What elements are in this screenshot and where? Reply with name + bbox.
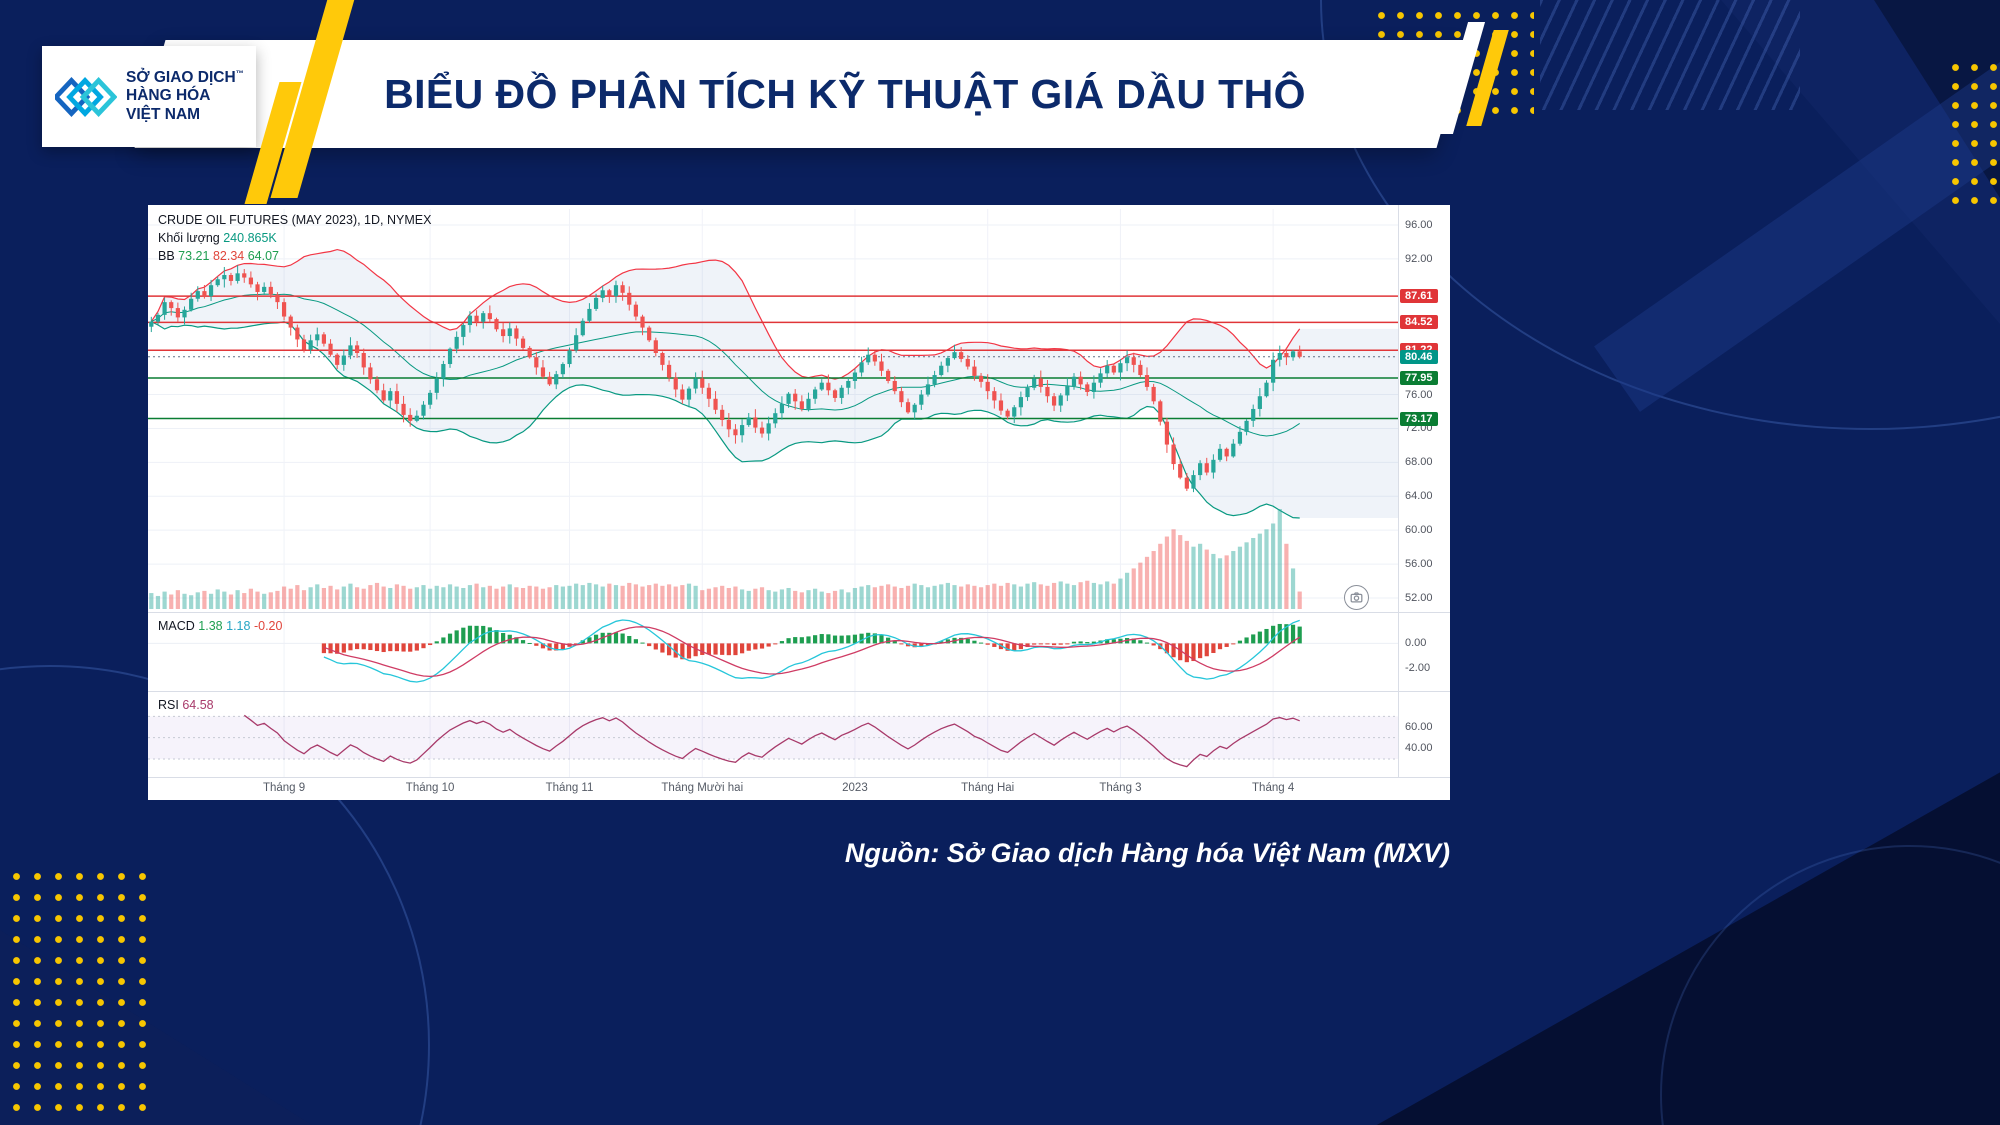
price-line-badge: 73.17 [1400, 411, 1438, 426]
camera-icon[interactable] [1344, 585, 1369, 610]
macd-value-2: 1.18 [226, 619, 251, 633]
price-line-badge: 80.46 [1400, 349, 1438, 364]
volume-label: Khối lượng [158, 231, 220, 245]
mxv-logo-card: SỞ GIAO DỊCH™ HÀNG HÓA VIỆT NAM [42, 46, 256, 147]
page-title: BIỂU ĐỒ PHÂN TÍCH KỸ THUẬT GIÁ DẦU THÔ [384, 70, 1306, 117]
axis-tick-label: 64.00 [1405, 490, 1433, 503]
axis-tick-label: 52.00 [1405, 592, 1433, 604]
logo-line2: HÀNG HÓA [126, 87, 211, 105]
dots-pattern-right-edge [1946, 58, 2000, 210]
time-axis-label: Tháng 3 [1099, 782, 1142, 794]
volume-value: 240.865K [223, 231, 277, 245]
decor-hatch-pattern [1540, 0, 1800, 110]
mxv-logo-text: SỞ GIAO DỊCH™ HÀNG HÓA VIỆT NAM [126, 69, 244, 125]
time-axis-label: 2023 [842, 782, 868, 794]
axis-tick-label: 68.00 [1405, 456, 1433, 469]
axis-tick-label: 60.00 [1405, 721, 1433, 733]
price-line-badge: 87.61 [1400, 289, 1438, 304]
bb-upper-value: 82.34 [212, 249, 245, 263]
chart-legend: CRUDE OIL FUTURES (MAY 2023), 1D, NYMEX … [158, 211, 431, 265]
chart-panel: CRUDE OIL FUTURES (MAY 2023), 1D, NYMEX … [148, 205, 1450, 800]
price-line-badge: 77.95 [1400, 371, 1438, 385]
axis-tick-label: 76.00 [1405, 388, 1433, 401]
rsi-legend: RSI 64.58 [158, 696, 214, 714]
time-axis-label: Tháng 4 [1252, 782, 1295, 794]
bb-lower-value: 64.07 [247, 249, 279, 263]
time-axis-label: Tháng Mười hai [661, 782, 744, 794]
mxv-logo-icon [55, 76, 117, 117]
time-axis-label: Tháng Hai [961, 782, 1015, 794]
rsi-value: 64.58 [182, 698, 214, 712]
trademark-symbol: ™ [235, 68, 244, 78]
logo-line1: SỞ GIAO DỊCH [126, 68, 236, 86]
price-axis[interactable]: 96.00 92.00 76.00 72.00 68.00 64.00 60.00 56.00… [148, 205, 1450, 800]
axis-tick-label: 56.00 [1405, 558, 1433, 571]
axis-tick-label: 96.00 [1405, 219, 1433, 231]
symbol-title: CRUDE OIL FUTURES (MAY 2023), 1D, NYMEX [158, 213, 432, 227]
decor-arc-bottom-right [1660, 845, 2000, 1125]
macd-label: MACD [158, 619, 195, 633]
candlestick-chart[interactable] [148, 205, 1450, 800]
macd-value-1: 1.38 [198, 619, 223, 633]
axis-tick-label: -2.00 [1405, 662, 1431, 675]
time-axis[interactable]: Tháng 9 Tháng 10 Tháng 11 Tháng Mười hai 202… [148, 205, 1450, 800]
macd-legend: MACD 1.38 1.18 -0.20 [158, 617, 282, 635]
source-caption: Nguồn: Sở Giao dịch Hàng hóa Việt Nam (M… [844, 838, 1450, 868]
axis-tick-label: 40.00 [1405, 742, 1433, 755]
price-line-badge: 84.52 [1400, 315, 1438, 330]
rsi-label: RSI [158, 698, 179, 712]
axis-tick-label: 60.00 [1405, 524, 1433, 537]
time-axis-label: Tháng 9 [262, 782, 306, 794]
time-axis-label: Tháng 10 [405, 782, 455, 794]
time-axis-label: Tháng 11 [545, 782, 594, 794]
bb-label: BB [158, 249, 175, 263]
macd-value-3: -0.20 [253, 619, 283, 633]
dots-pattern-bottom-left [6, 866, 154, 1118]
bb-basis-value: 73.21 [178, 249, 210, 263]
logo-line3: VIỆT NAM [126, 105, 201, 123]
axis-tick-label: 0.00 [1405, 637, 1427, 650]
axis-tick-label: 92.00 [1405, 252, 1433, 265]
